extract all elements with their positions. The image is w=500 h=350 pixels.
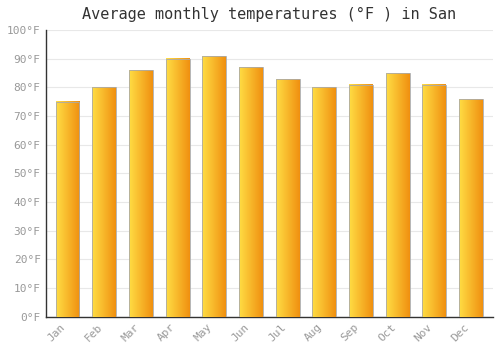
Bar: [349, 85, 373, 317]
Bar: [239, 67, 263, 317]
Bar: [386, 73, 409, 317]
Bar: [166, 59, 190, 317]
Bar: [92, 88, 116, 317]
Bar: [422, 85, 446, 317]
Bar: [312, 88, 336, 317]
Bar: [459, 99, 483, 317]
Title: Average monthly temperatures (°F ) in San: Average monthly temperatures (°F ) in Sa…: [82, 7, 456, 22]
Bar: [56, 102, 80, 317]
Bar: [202, 56, 226, 317]
Bar: [276, 79, 299, 317]
Bar: [129, 70, 153, 317]
